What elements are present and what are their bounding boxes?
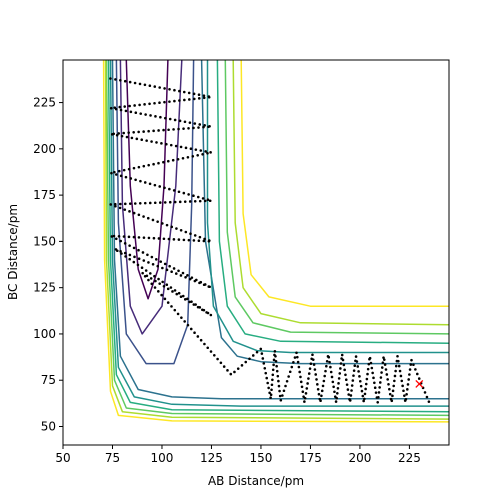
x-tick-label: 150 [249, 451, 272, 465]
end-marker [415, 379, 424, 388]
x-tick-label: 225 [398, 451, 421, 465]
contour-line [107, 60, 449, 413]
y-tick-label: 200 [33, 142, 56, 156]
axes-frame [62, 59, 450, 446]
y-tick-label: 75 [41, 373, 56, 387]
plot-area [102, 60, 449, 423]
x-tick-label: 75 [105, 451, 120, 465]
contour-line [125, 60, 169, 300]
x-tick-label: 100 [151, 451, 174, 465]
x-axis-label: AB Distance/pm [208, 474, 304, 488]
y-tick-label: 150 [33, 234, 56, 248]
contour-line [102, 60, 449, 423]
contour-line [109, 60, 449, 407]
contour-line [111, 60, 449, 400]
trajectory [109, 77, 431, 404]
y-axis-label: BC Distance/pm [6, 204, 20, 300]
contour-line [105, 60, 449, 417]
x-tick-label: 125 [200, 451, 223, 465]
contour-line [119, 60, 183, 335]
x-tick-label: 175 [299, 451, 322, 465]
y-tick-label: 225 [33, 96, 56, 110]
y-tick-label: 50 [41, 419, 56, 433]
y-tick-label: 175 [33, 188, 56, 202]
y-tick-label: 125 [33, 281, 56, 295]
contour-line [104, 60, 449, 420]
end-marker-stroke [415, 379, 424, 388]
x-tick-label: 200 [348, 451, 371, 465]
y-tick-label: 100 [33, 327, 56, 341]
x-tick-label: 50 [55, 451, 70, 465]
